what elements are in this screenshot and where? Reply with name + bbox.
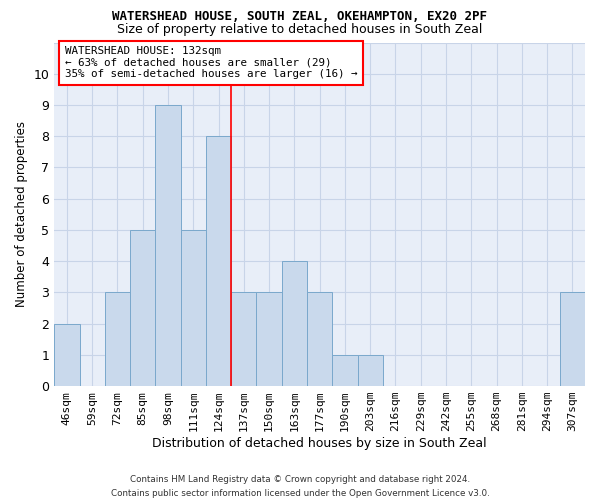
Bar (256, 292, 282, 386)
Bar (307, 292, 332, 386)
Bar (155, 105, 181, 386)
Bar (206, 136, 231, 386)
Text: Contains HM Land Registry data © Crown copyright and database right 2024.
Contai: Contains HM Land Registry data © Crown c… (110, 476, 490, 498)
Bar (181, 230, 206, 386)
Bar (358, 355, 383, 386)
X-axis label: Distribution of detached houses by size in South Zeal: Distribution of detached houses by size … (152, 437, 487, 450)
Text: WATERSHEAD HOUSE: 132sqm
← 63% of detached houses are smaller (29)
35% of semi-d: WATERSHEAD HOUSE: 132sqm ← 63% of detach… (65, 46, 358, 79)
Bar (54, 324, 80, 386)
Text: WATERSHEAD HOUSE, SOUTH ZEAL, OKEHAMPTON, EX20 2PF: WATERSHEAD HOUSE, SOUTH ZEAL, OKEHAMPTON… (113, 10, 487, 23)
Bar (231, 292, 256, 386)
Text: Size of property relative to detached houses in South Zeal: Size of property relative to detached ho… (118, 22, 482, 36)
Bar (130, 230, 155, 386)
Bar (282, 261, 307, 386)
Bar (332, 355, 358, 386)
Bar (105, 292, 130, 386)
Y-axis label: Number of detached properties: Number of detached properties (15, 122, 28, 308)
Bar (560, 292, 585, 386)
